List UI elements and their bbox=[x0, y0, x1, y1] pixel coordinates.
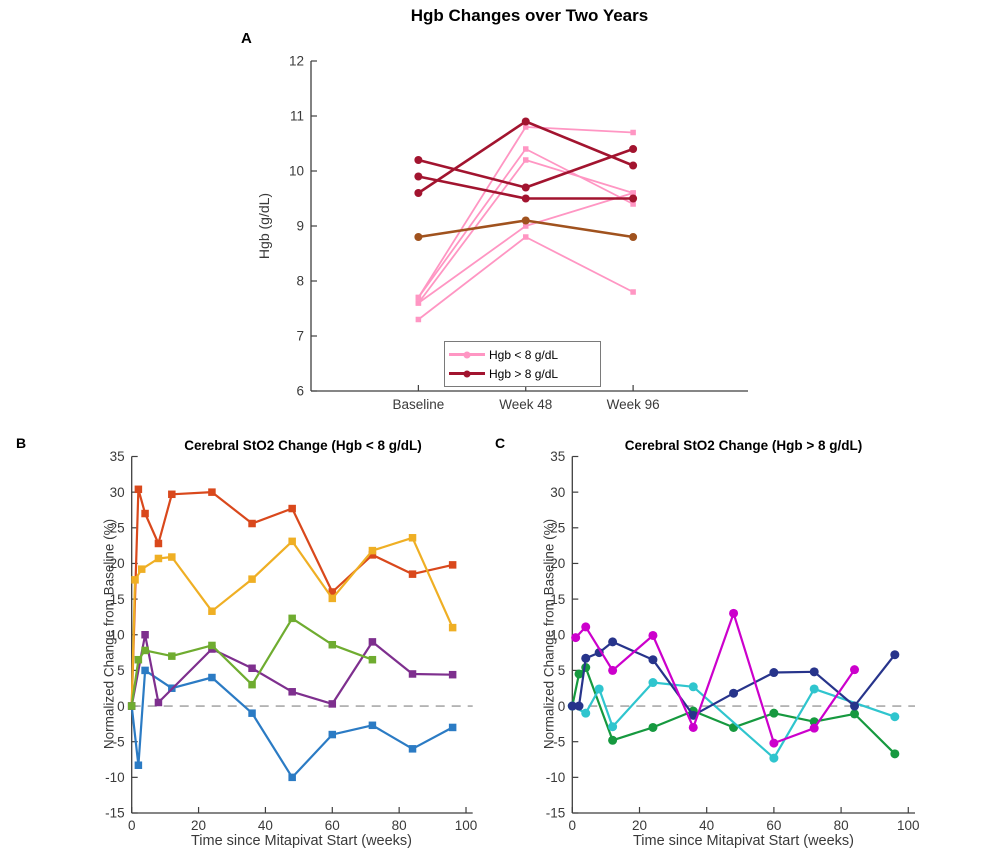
svg-text:20: 20 bbox=[110, 556, 125, 571]
panel-c-y-axis-label: Normalized Change from Baseline (%) bbox=[541, 518, 557, 750]
svg-text:60: 60 bbox=[325, 818, 340, 833]
svg-text:10: 10 bbox=[110, 627, 125, 642]
svg-text:0: 0 bbox=[128, 818, 136, 833]
svg-text:Week 96: Week 96 bbox=[607, 397, 660, 412]
svg-text:80: 80 bbox=[392, 818, 407, 833]
svg-text:7: 7 bbox=[296, 329, 304, 344]
legend-label: Hgb < 8 g/dL bbox=[489, 347, 559, 362]
svg-text:30: 30 bbox=[550, 485, 565, 500]
svg-text:-10: -10 bbox=[105, 770, 125, 785]
panel-b-x-axis-label: Time since Mitapivat Start (weeks) bbox=[190, 833, 413, 849]
svg-text:-5: -5 bbox=[553, 734, 565, 749]
panel-b-letter: B bbox=[16, 435, 27, 451]
svg-text:15: 15 bbox=[110, 592, 125, 607]
svg-text:-10: -10 bbox=[546, 770, 566, 785]
svg-text:60: 60 bbox=[766, 818, 781, 833]
svg-text:35: 35 bbox=[550, 449, 565, 464]
legend-label: Hgb > 8 g/dL bbox=[489, 366, 559, 381]
svg-text:100: 100 bbox=[897, 818, 920, 833]
svg-text:0: 0 bbox=[117, 699, 125, 714]
panel-c-x-axis-label: Time since Mitapivat Start (weeks) bbox=[632, 833, 855, 849]
legend-row-hgb-low: Hgb < 8 g/dL bbox=[449, 345, 594, 364]
legend-line-sample-pink bbox=[449, 351, 485, 358]
panel-a-y-axis-label: Hgb (g/dL) bbox=[256, 192, 272, 260]
svg-text:80: 80 bbox=[834, 818, 849, 833]
svg-text:25: 25 bbox=[110, 521, 125, 536]
svg-text:0: 0 bbox=[558, 699, 566, 714]
svg-text:15: 15 bbox=[550, 592, 565, 607]
svg-text:30: 30 bbox=[110, 485, 125, 500]
svg-text:6: 6 bbox=[296, 384, 304, 399]
panel-a-letter: A bbox=[241, 30, 252, 47]
svg-text:9: 9 bbox=[296, 219, 304, 234]
legend-line-sample-darkred bbox=[449, 370, 485, 377]
svg-text:25: 25 bbox=[550, 521, 565, 536]
svg-text:5: 5 bbox=[117, 663, 125, 678]
svg-text:10: 10 bbox=[550, 627, 565, 642]
svg-text:0: 0 bbox=[569, 818, 577, 833]
panel-c-title: Cerebral StO2 Change (Hgb > 8 g/dL) bbox=[624, 438, 863, 453]
svg-text:-15: -15 bbox=[105, 806, 125, 821]
panel-a-legend: Hgb < 8 g/dL Hgb > 8 g/dL bbox=[444, 341, 601, 387]
svg-text:8: 8 bbox=[296, 274, 304, 289]
svg-text:40: 40 bbox=[258, 818, 273, 833]
panel-c-letter: C bbox=[495, 435, 506, 451]
svg-text:20: 20 bbox=[191, 818, 206, 833]
svg-text:10: 10 bbox=[289, 164, 304, 179]
legend-row-hgb-high: Hgb > 8 g/dL bbox=[449, 364, 594, 383]
svg-text:-5: -5 bbox=[113, 734, 125, 749]
svg-text:5: 5 bbox=[558, 663, 566, 678]
svg-text:Baseline: Baseline bbox=[392, 397, 444, 412]
svg-text:12: 12 bbox=[289, 54, 304, 69]
svg-text:11: 11 bbox=[290, 109, 304, 124]
panel-b-title: Cerebral StO2 Change (Hgb < 8 g/dL) bbox=[184, 438, 422, 453]
svg-text:35: 35 bbox=[110, 449, 125, 464]
svg-text:Week 48: Week 48 bbox=[499, 397, 552, 412]
svg-text:20: 20 bbox=[550, 556, 565, 571]
svg-text:100: 100 bbox=[455, 818, 478, 833]
svg-text:40: 40 bbox=[699, 818, 714, 833]
panel-a-title: Hgb Changes over Two Years bbox=[410, 6, 649, 25]
svg-text:-15: -15 bbox=[546, 806, 566, 821]
panel-b-y-axis-label: Normalized Change from Baseline (%) bbox=[101, 518, 117, 750]
svg-text:20: 20 bbox=[632, 818, 647, 833]
